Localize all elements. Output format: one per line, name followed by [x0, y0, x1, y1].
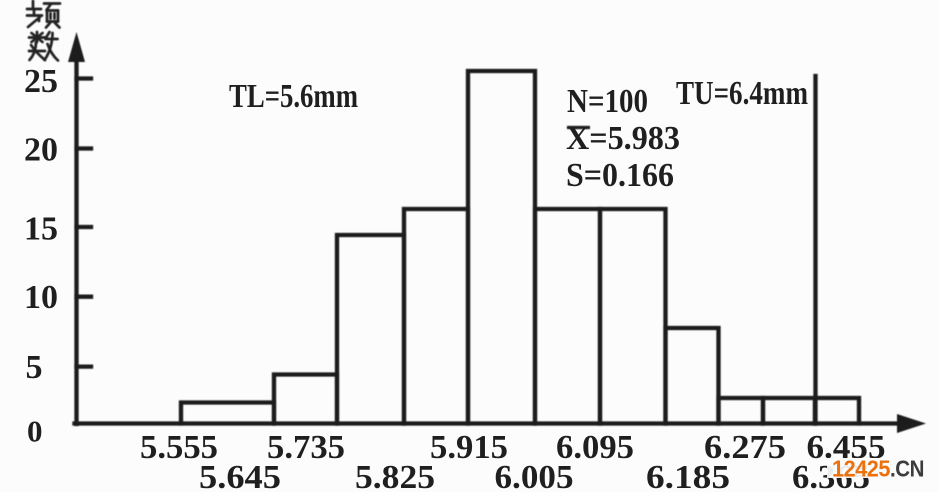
svg-text:S=0.166: S=0.166	[566, 157, 674, 194]
svg-text:10: 10	[24, 279, 58, 316]
svg-text:6.095: 6.095	[556, 429, 634, 466]
svg-text:5.645: 5.645	[199, 459, 281, 492]
svg-text:5.735: 5.735	[267, 429, 345, 466]
svg-text:N=100: N=100	[567, 83, 648, 120]
svg-text:0: 0	[27, 414, 43, 449]
svg-text:.CN: .CN	[890, 456, 924, 482]
svg-text:6.185: 6.185	[646, 459, 730, 492]
svg-text:TL=5.6mm: TL=5.6mm	[229, 78, 358, 115]
svg-text:6.275: 6.275	[704, 429, 786, 466]
svg-text:5: 5	[26, 349, 43, 386]
svg-text:15: 15	[24, 211, 58, 248]
svg-text:5.825: 5.825	[355, 459, 435, 492]
svg-text:6.005: 6.005	[495, 459, 574, 492]
svg-text:25: 25	[24, 63, 58, 100]
svg-text:TU=6.4mm: TU=6.4mm	[676, 75, 808, 112]
svg-text:20: 20	[24, 132, 58, 169]
svg-text:5.915: 5.915	[430, 429, 508, 466]
svg-text:X=5.983: X=5.983	[566, 120, 680, 157]
svg-text:5.555: 5.555	[140, 429, 218, 466]
svg-text:12425: 12425	[832, 456, 891, 482]
